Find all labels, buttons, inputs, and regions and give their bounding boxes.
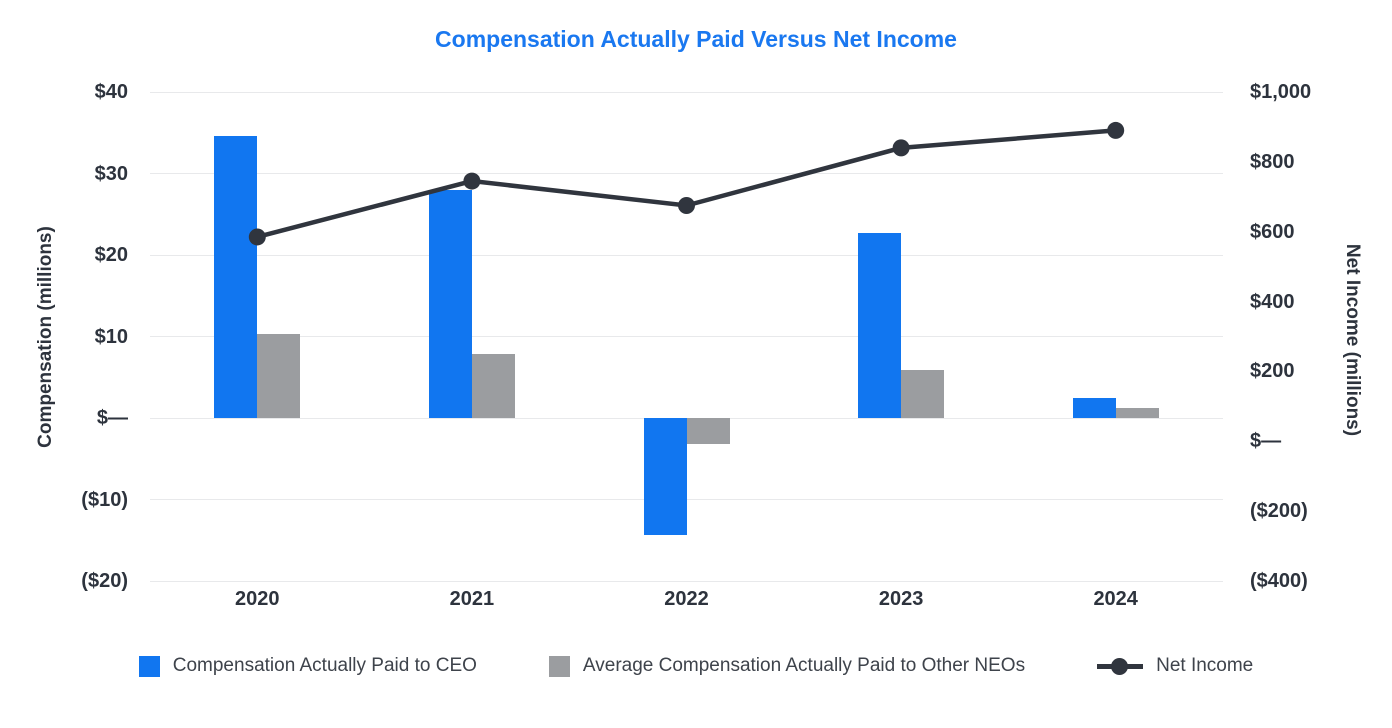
bar-neo-2021: [471, 353, 515, 418]
net-income-point-2021: [463, 172, 481, 190]
right-axis-tick-label: ($400): [1250, 570, 1308, 592]
left-axis-tick-label: $—: [96, 407, 128, 429]
gridline: [150, 580, 1223, 582]
x-axis-category-label: 2022: [664, 588, 709, 610]
bar-ceo-2022: [643, 418, 687, 535]
x-axis-category-label: 2024: [1093, 588, 1138, 610]
chart-legend: Compensation Actually Paid to CEO Averag…: [0, 655, 1392, 677]
right-axis-tick-label: $600: [1250, 220, 1295, 243]
x-axis-category-label: 2023: [878, 588, 924, 610]
legend-label-net-income: Net Income: [1156, 655, 1254, 676]
bar-ceo-2020: [214, 136, 258, 418]
net-income-point-2020: [248, 228, 266, 246]
bar-neo-2023: [901, 369, 945, 418]
gridline: [150, 499, 1223, 500]
net-income-line: [256, 128, 1116, 240]
right-axis-tick-label: $800: [1250, 150, 1295, 173]
gridline: [150, 254, 1223, 256]
neo-bar-swatch-icon: [548, 655, 570, 677]
left-axis-tick-label: $40: [94, 81, 128, 103]
x-axis-category-label: 2021: [449, 588, 495, 610]
bar-neo-2024: [1115, 408, 1159, 418]
net-income-point-2024: [1107, 121, 1125, 139]
left-axis-tick-label: $20: [94, 244, 128, 266]
bar-ceo-2021: [428, 189, 472, 418]
net-income-point-2023: [892, 139, 910, 157]
legend-item-ceo: Compensation Actually Paid to CEO: [138, 655, 477, 677]
gridline: [150, 91, 1223, 93]
left-axis-tick-label: $10: [94, 325, 128, 348]
left-axis-tick-label: ($10): [81, 488, 128, 511]
net-income-point-2022: [678, 197, 695, 215]
right-axis-tick-label: $—: [1250, 430, 1282, 453]
bar-neo-2022: [686, 418, 730, 445]
left-axis-tick-label: ($20): [81, 570, 128, 592]
bar-neo-2020: [257, 334, 301, 418]
left-axis-tick-label: $30: [94, 162, 128, 185]
line-dot-marker-icon: [1097, 656, 1144, 677]
legend-label-neo: Average Compensation Actually Paid to Ot…: [582, 655, 1026, 676]
legend-item-net-income: Net Income: [1097, 655, 1253, 677]
right-axis-tick-label: $400: [1250, 290, 1295, 313]
bar-ceo-2024: [1072, 398, 1116, 418]
x-axis-category-label: 2020: [235, 588, 280, 610]
chart-title: Compensation Actually Paid Versus Net In…: [435, 26, 957, 52]
legend-label-ceo: Compensation Actually Paid to CEO: [172, 655, 477, 676]
right-axis-tick-label: ($200): [1250, 500, 1308, 523]
right-axis-tick-label: $1,000: [1250, 81, 1312, 103]
legend-item-neo: Average Compensation Actually Paid to Ot…: [548, 655, 1026, 677]
gridline: [150, 173, 1223, 174]
gridline: [150, 336, 1223, 337]
right-axis-tick-label: $200: [1250, 360, 1295, 383]
bar-ceo-2023: [858, 232, 902, 418]
ceo-bar-swatch-icon: [138, 655, 160, 677]
